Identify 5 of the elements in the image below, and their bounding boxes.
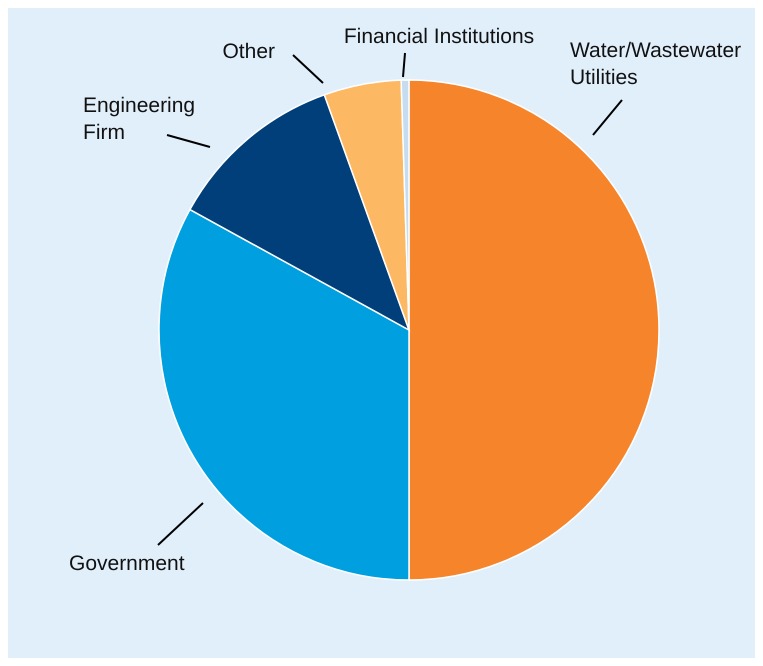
slice-label: Financial Institutions — [344, 25, 534, 48]
slice-label: Water/Wastewater Utilities — [570, 39, 742, 89]
slice-label: Engineering Firm — [83, 94, 196, 144]
slice-label: Government — [69, 552, 185, 575]
slice-label: Other — [222, 40, 275, 63]
